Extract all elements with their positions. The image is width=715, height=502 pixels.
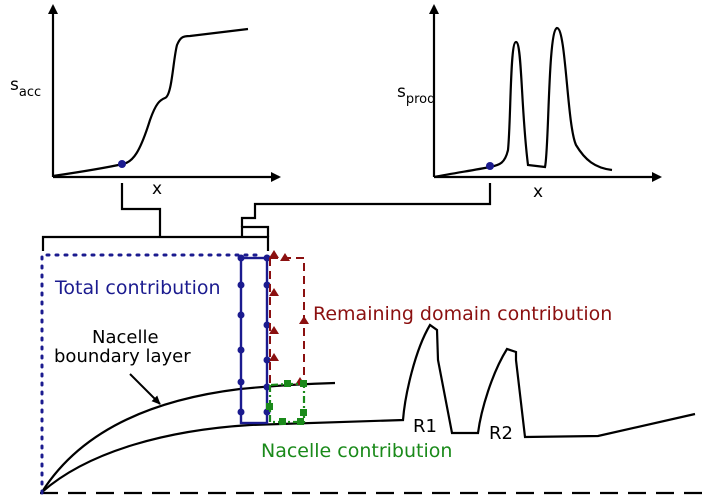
nacelle-boundary-layer-edge — [41, 381, 336, 493]
sample-point — [486, 162, 494, 170]
connectors — [41, 183, 492, 251]
r2-label: R2 — [489, 423, 513, 444]
total-contribution-box — [239, 256, 269, 425]
remaining-contribution-label: Remaining domain contribution — [313, 303, 612, 325]
inner-domain-bracket — [240, 225, 270, 237]
y-axis-label: sprod — [397, 82, 435, 107]
outer-domain-bracket — [41, 235, 270, 251]
total-contribution-markers — [237, 254, 271, 416]
accumulated-entropy-curve — [52, 27, 249, 178]
plot-entropy-production: sprod x — [397, 4, 662, 202]
nacelle-contribution-label: Nacelle contribution — [261, 440, 452, 462]
nacelle-contribution-markers — [266, 380, 307, 425]
wall-surface — [41, 323, 696, 493]
sample-point — [118, 160, 126, 168]
plot-accumulated-entropy: sacc x — [10, 4, 281, 199]
bl-label-pointer — [129, 373, 161, 405]
right-plot-connector — [240, 183, 492, 227]
x-axis-label: x — [533, 182, 543, 202]
left-plot-connector — [120, 183, 162, 237]
x-axis-label: x — [152, 179, 162, 199]
y-axis-label: sacc — [10, 75, 41, 100]
remaining-domain-box — [269, 257, 305, 384]
total-contribution-label: Total contribution — [54, 277, 221, 299]
flow-domain: Total contribution Remaining domain cont… — [40, 250, 712, 495]
nacelle-bl-label-line2: boundary layer — [54, 346, 191, 367]
r1-label: R1 — [413, 416, 437, 437]
nacelle-contribution-box — [268, 382, 306, 424]
entropy-production-curve — [433, 26, 613, 179]
nacelle-bl-label-line1: Nacelle — [92, 327, 159, 348]
